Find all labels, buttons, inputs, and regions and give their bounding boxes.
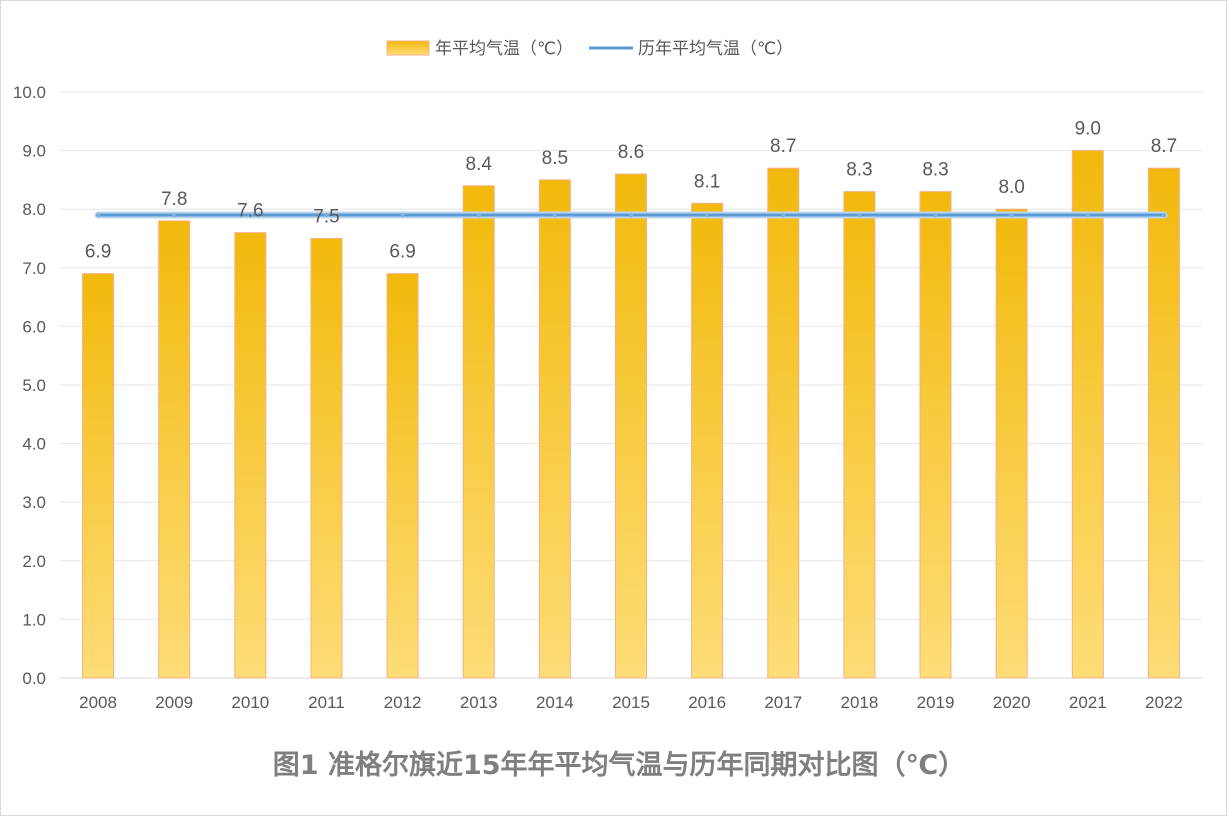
line-point [324,212,329,218]
x-tick-label: 2011 [308,693,345,712]
y-axis: 0.0 1.0 2.0 3.0 4.0 5.0 6.0 7.0 8.0 9.0 10.0 [13,83,46,688]
line-point [95,212,101,218]
bar [1147,167,1180,679]
y-tick-label: 9.0 [22,142,46,161]
bar [691,202,724,679]
data-label: 8.7 [770,136,796,157]
data-label: 9.0 [1075,119,1101,140]
line-point [476,212,481,218]
bar [1071,150,1104,679]
line-series [94,211,1168,219]
data-label: 8.4 [466,154,493,175]
line-point [552,212,558,218]
y-tick-label: 6.0 [22,317,46,336]
bar [234,232,267,679]
bar [386,273,419,679]
bar-series [82,150,1180,679]
legend-label-bar: 年平均气温（℃） [435,39,573,59]
data-label: 8.6 [618,142,644,163]
y-tick-label: 10.0 [13,83,46,102]
x-tick-label: 2022 [1145,693,1183,712]
bar [843,191,876,679]
y-tick-label: 5.0 [22,376,46,395]
chart-title: 图1 准格尔旗近15年年平均气温与历年同期对比图（℃） [273,749,965,781]
line-point [704,212,710,218]
y-tick-label: 2.0 [22,552,46,571]
y-tick-label: 3.0 [22,493,46,512]
x-tick-label: 2010 [231,693,269,712]
x-tick-label: 2017 [764,693,802,712]
line-point [1161,212,1167,218]
data-labels: 6.9 7.8 7.6 7.5 6.9 8.4 8.5 8.6 8.1 8.7 8.3 8.3 8.0 9… [85,119,1177,263]
data-label: 7.8 [161,189,187,210]
x-tick-label: 2009 [155,693,193,712]
line-point [1009,212,1014,218]
line-point [628,212,634,218]
legend-swatch-bar [386,40,430,56]
line-point [172,212,177,218]
bar [919,191,952,679]
data-label: 8.5 [542,148,568,169]
x-tick-label: 2021 [1069,693,1107,712]
line-point [248,212,253,218]
bar [462,185,495,679]
y-tick-label: 7.0 [22,259,46,278]
x-tick-label: 2014 [536,693,574,712]
data-label: 8.3 [846,160,872,181]
line-point [781,212,786,218]
data-label: 6.9 [389,242,415,263]
y-tick-label: 1.0 [22,610,46,629]
line-point [1085,212,1091,218]
bar [310,238,343,679]
x-tick-label: 2013 [460,693,498,712]
x-tick-label: 2018 [840,693,878,712]
x-tick-label: 2020 [993,693,1031,712]
bar [995,208,1028,679]
data-label: 8.1 [694,171,720,192]
data-label: 6.9 [85,242,111,263]
legend-label-line: 历年平均气温（℃） [638,39,793,59]
line-point [857,212,862,218]
data-label: 8.3 [922,160,948,181]
legend: 年平均气温（℃） 历年平均气温（℃） [386,39,793,59]
y-tick-label: 0.0 [22,669,46,688]
x-tick-label: 2008 [79,693,117,712]
x-tick-label: 2015 [612,693,650,712]
x-tick-label: 2016 [688,693,726,712]
data-label: 7.6 [237,201,263,222]
x-axis: 2008 2009 2010 2011 2012 2013 2014 2015 2016 2017… [79,693,1183,712]
data-label: 8.0 [998,177,1024,198]
y-tick-label: 4.0 [22,435,46,454]
bar [158,220,191,679]
data-label: 7.5 [313,207,339,228]
x-tick-label: 2012 [384,693,422,712]
x-tick-label: 2019 [917,693,955,712]
data-label: 8.7 [1151,136,1177,157]
y-tick-label: 8.0 [22,200,46,219]
bar [615,173,647,679]
bar [82,273,115,679]
line-point [400,212,405,218]
bar [767,167,800,679]
bar [538,179,571,679]
line-point [933,212,938,218]
